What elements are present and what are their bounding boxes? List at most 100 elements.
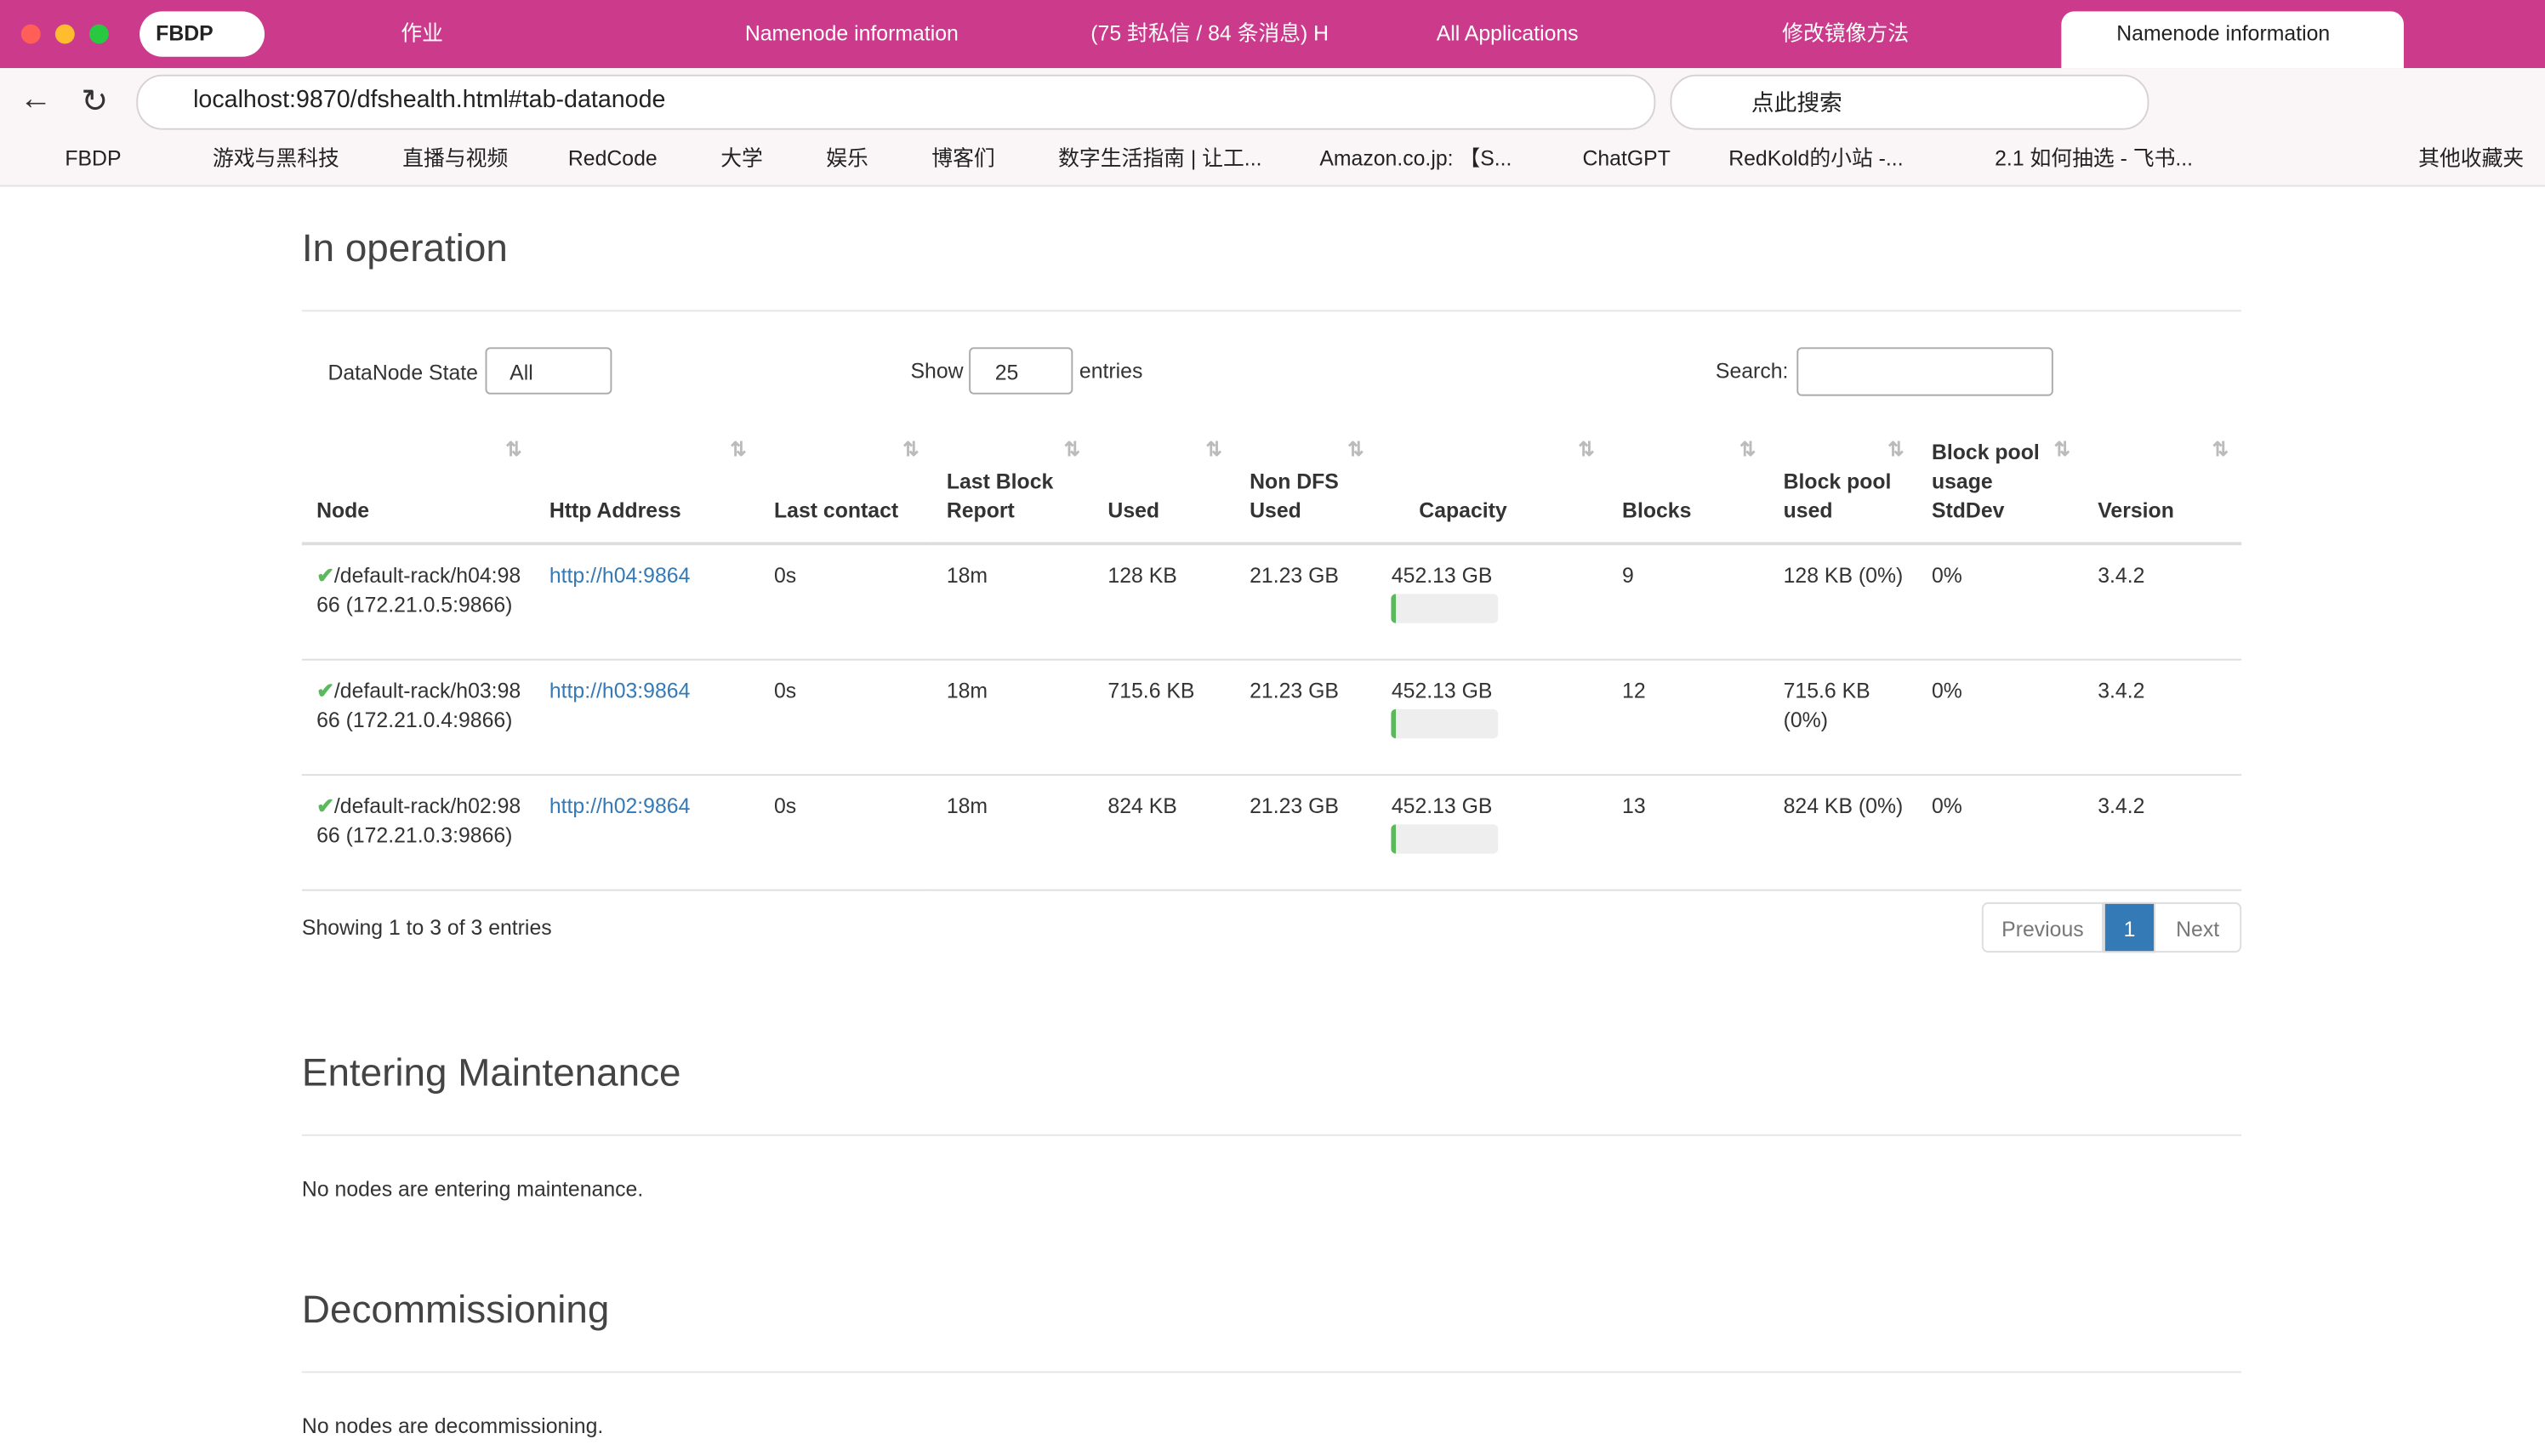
- table-row: ✔/default-rack/h04:9866 (172.21.0.5:9866…: [301, 543, 2242, 661]
- bookmark[interactable]: Amazon.co.jp: 【S...: [1319, 145, 1512, 171]
- cell-text: 21.23 GB: [1250, 793, 1339, 818]
- capacity-used: [1391, 594, 1397, 623]
- section-message: No nodes are entering maintenance.: [301, 1176, 644, 1202]
- column-header[interactable]: Version: [2083, 424, 2242, 546]
- search-label: Search:: [1715, 358, 1789, 384]
- bookmark[interactable]: RedKold的小站 -...: [1728, 145, 1904, 171]
- capacity-bar: [1391, 594, 1499, 623]
- capacity-text: 452.13 GB: [1391, 793, 1493, 818]
- section-message: No nodes are decommissioning.: [301, 1413, 604, 1438]
- nav-bar: localhost:9870/dfshealth.html#tab-datano…: [0, 68, 2545, 137]
- cell-text: 0%: [1931, 678, 1962, 703]
- datanode-table: NodeHttp AddressLast contactLast Block R…: [301, 424, 2242, 891]
- address-text[interactable]: localhost:9870/dfshealth.html#tab-datano…: [193, 86, 666, 114]
- table-cell: 3.4.2: [2083, 775, 2242, 891]
- capacity-bar: [1391, 708, 1499, 739]
- http-link[interactable]: http://h02:9864: [549, 793, 691, 818]
- state-select[interactable]: All: [485, 347, 612, 395]
- column-header[interactable]: Non DFS Used: [1234, 424, 1377, 546]
- node-name: /default-rack/h03:9866 (172.21.0.4:9866): [316, 678, 521, 732]
- table-cell: ✔/default-rack/h03:9866 (172.21.0.4:9866…: [301, 659, 535, 776]
- cell-text: 3.4.2: [2098, 563, 2145, 588]
- close-dot[interactable]: [20, 24, 41, 44]
- cell-text: 21.23 GB: [1250, 678, 1339, 703]
- address-bar[interactable]: [136, 74, 1656, 130]
- bookmark[interactable]: 娱乐: [826, 145, 868, 171]
- bookmark[interactable]: RedCode: [567, 145, 658, 171]
- zoom-dot[interactable]: [88, 24, 109, 44]
- cell-text: 0%: [1931, 563, 1962, 588]
- table-cell: http://h04:9864: [534, 543, 760, 661]
- bookmark[interactable]: FBDP: [65, 145, 122, 171]
- column-header[interactable]: Capacity: [1376, 424, 1608, 546]
- cell-text: 18m: [946, 563, 988, 588]
- column-header[interactable]: Blocks: [1607, 424, 1769, 546]
- column-header[interactable]: Last contact: [759, 424, 932, 546]
- search-placeholder[interactable]: 点此搜索: [1751, 88, 1842, 116]
- cell-text: 12: [1622, 678, 1646, 703]
- table-cell: 9: [1607, 543, 1769, 661]
- http-link[interactable]: http://h03:9864: [549, 678, 691, 703]
- pagination-button[interactable]: Next: [2154, 901, 2242, 953]
- pagination-button[interactable]: Previous: [1981, 901, 2104, 953]
- browser-tab[interactable]: 修改镜像方法: [1782, 20, 1910, 46]
- bookmark[interactable]: ChatGPT: [1582, 145, 1671, 171]
- bookmark[interactable]: 直播与视频: [402, 145, 509, 171]
- column-header[interactable]: Used: [1093, 424, 1235, 546]
- cell-text: 715.6 KB (0%): [1783, 678, 1870, 732]
- cell-text: 18m: [946, 678, 988, 703]
- table-body: ✔ /default-rack/h04:9866 (172.21.0.5:9866…: [301, 543, 2242, 891]
- table-cell: 824 KB: [1093, 775, 1235, 891]
- column-header[interactable]: Node: [301, 424, 535, 546]
- cell-text: 9: [1622, 563, 1634, 588]
- cell-text: 0s: [774, 563, 797, 588]
- cell-text: 824 KB (0%): [1783, 793, 1904, 818]
- table-row: ✔/default-rack/h02:9866 (172.21.0.3:9866…: [301, 775, 2242, 891]
- back-button[interactable]: ←: [19, 81, 53, 117]
- length-select[interactable]: 25: [969, 347, 1073, 395]
- capacity-text: 452.13 GB: [1391, 563, 1493, 588]
- table-cell: 0%: [1916, 775, 2084, 891]
- search-input[interactable]: [1796, 347, 2053, 396]
- table-cell: 18m: [931, 659, 1094, 776]
- cell-text: 715.6 KB: [1107, 678, 1195, 703]
- bookmark-folder[interactable]: 其他收藏夹: [2418, 145, 2525, 171]
- table-cell: 21.23 GB: [1234, 659, 1377, 776]
- table-cell: 21.23 GB: [1234, 543, 1377, 661]
- table-cell: 0s: [759, 543, 932, 661]
- browser-tab[interactable]: Namenode information: [744, 20, 959, 46]
- status-icon: ✔: [316, 678, 334, 703]
- bookmark[interactable]: 游戏与黑科技: [212, 145, 339, 171]
- cell-text: 3.4.2: [2098, 678, 2145, 703]
- capacity-used: [1391, 708, 1397, 739]
- browser-tab[interactable]: FBDP: [139, 11, 265, 57]
- http-link[interactable]: http://h04:9864: [549, 563, 691, 588]
- divider: [301, 310, 2242, 312]
- table-info: Showing 1 to 3 of 3 entries: [301, 915, 552, 940]
- column-header[interactable]: Block pool used: [1768, 424, 1917, 546]
- node-name: /default-rack/h04:9866 (172.21.0.5:9866): [316, 563, 521, 617]
- table-cell: 0s: [759, 775, 932, 891]
- bookmark[interactable]: 博客们: [931, 145, 995, 171]
- table-row: ✔/default-rack/h03:9866 (172.21.0.4:9866…: [301, 659, 2242, 776]
- minimize-dot[interactable]: [54, 24, 75, 44]
- column-header[interactable]: Last Block Report: [931, 424, 1094, 546]
- tab-bar: FBDP 作业 Namenode information (75 封私信 / 84 条…: [0, 0, 2545, 69]
- cell-text: 0%: [1931, 793, 1962, 818]
- browser-tab[interactable]: 作业: [401, 20, 443, 46]
- cell-text: 0s: [774, 793, 797, 818]
- pagination-button[interactable]: 1: [2103, 901, 2156, 953]
- browser-tab[interactable]: All Applications: [1436, 20, 1579, 46]
- column-header[interactable]: Block pool usage StdDev: [1916, 424, 2084, 546]
- bookmark[interactable]: 2.1 如何抽选 - 飞书...: [1995, 145, 2194, 171]
- bookmark[interactable]: 数字生活指南 | 让工...: [1058, 145, 1262, 171]
- reload-button[interactable]: ↻: [81, 84, 109, 121]
- bookmark[interactable]: 大学: [720, 145, 763, 171]
- browser-tab[interactable]: Namenode information: [2061, 11, 2404, 69]
- search-box[interactable]: [1670, 74, 2149, 130]
- column-header[interactable]: Http Address: [534, 424, 760, 546]
- browser-tab[interactable]: (75 封私信 / 84 条消息) H: [1090, 20, 1329, 46]
- cell-text: 3.4.2: [2098, 793, 2145, 818]
- capacity-used: [1391, 824, 1397, 854]
